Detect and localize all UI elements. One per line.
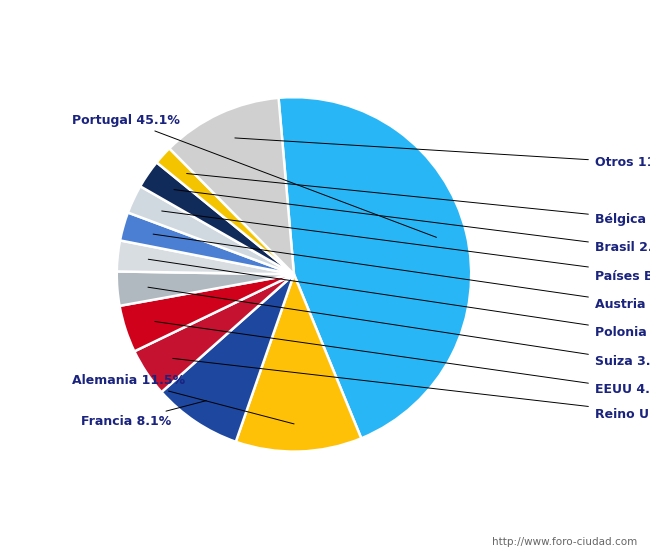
Wedge shape — [117, 272, 294, 306]
Text: Francia 8.1%: Francia 8.1% — [81, 400, 206, 428]
Text: Polonia 2.8%: Polonia 2.8% — [148, 259, 650, 339]
Text: Austria 2.6%: Austria 2.6% — [153, 234, 650, 311]
Wedge shape — [236, 274, 361, 452]
Wedge shape — [161, 274, 294, 442]
Wedge shape — [135, 274, 294, 392]
Text: A Guarda - Turistas extranjeros según país - Abril de 2024: A Guarda - Turistas extranjeros según pa… — [76, 18, 574, 34]
Text: Brasil 2.6%: Brasil 2.6% — [174, 190, 650, 254]
Text: Suiza 3.1%: Suiza 3.1% — [148, 287, 650, 368]
Text: http://www.foro-ciudad.com: http://www.foro-ciudad.com — [492, 537, 637, 547]
Text: EEUU 4.3%: EEUU 4.3% — [155, 322, 650, 396]
Wedge shape — [120, 212, 294, 274]
Text: Alemania 11.5%: Alemania 11.5% — [72, 374, 294, 424]
Text: Bélgica 1.7%: Bélgica 1.7% — [187, 173, 650, 226]
Wedge shape — [279, 97, 471, 438]
Text: Reino Unido 4.4%: Reino Unido 4.4% — [173, 359, 650, 421]
Wedge shape — [120, 274, 294, 351]
Wedge shape — [128, 186, 294, 274]
Wedge shape — [157, 148, 294, 274]
Wedge shape — [140, 162, 294, 274]
Text: Portugal 45.1%: Portugal 45.1% — [72, 114, 436, 238]
Wedge shape — [117, 240, 294, 274]
Text: Países Bajos 2.6%: Países Bajos 2.6% — [162, 211, 650, 283]
Text: Otros 11.0%: Otros 11.0% — [235, 138, 650, 169]
Wedge shape — [170, 98, 294, 274]
